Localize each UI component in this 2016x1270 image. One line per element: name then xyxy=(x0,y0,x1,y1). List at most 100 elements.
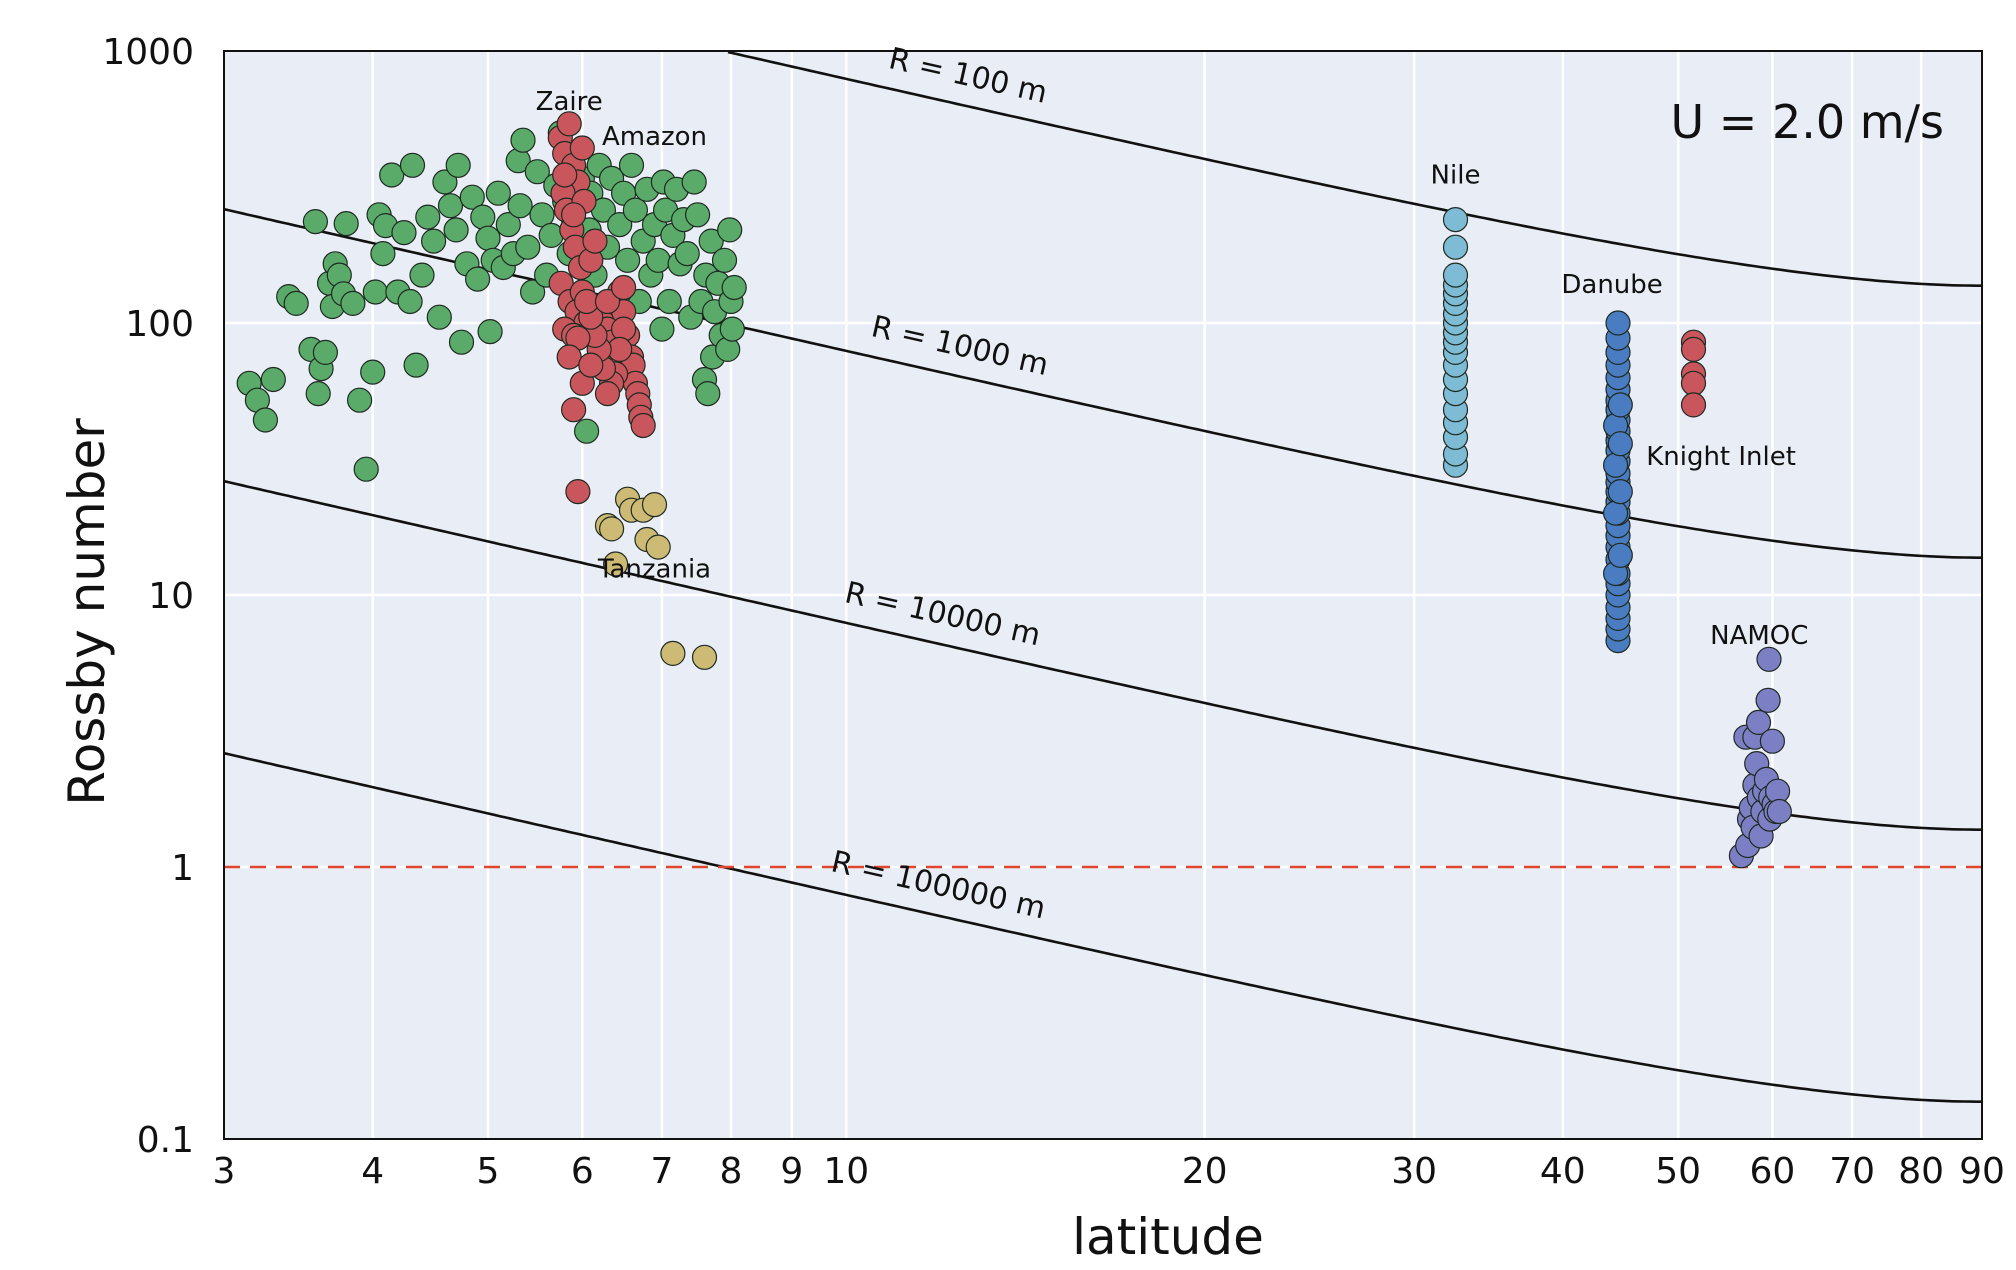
data-point xyxy=(283,290,309,316)
data-point xyxy=(565,479,591,505)
series-knight-inlet xyxy=(1680,329,1707,418)
data-point xyxy=(477,319,503,345)
data-point xyxy=(305,381,331,407)
data-point xyxy=(684,202,711,228)
plot-frame xyxy=(223,50,1983,1140)
series-label: Nile xyxy=(1431,161,1481,191)
y-tick-label: 1000 xyxy=(102,32,194,73)
x-tick-label: 10 xyxy=(823,1151,869,1192)
data-point xyxy=(1602,500,1629,526)
data-point xyxy=(403,352,429,378)
data-point xyxy=(698,228,724,254)
data-point xyxy=(260,366,286,393)
data-point xyxy=(1442,262,1469,288)
data-point xyxy=(552,162,578,188)
data-point xyxy=(353,456,379,482)
data-point xyxy=(630,412,656,439)
data-point xyxy=(465,266,491,292)
data-point xyxy=(370,241,396,267)
data-point xyxy=(1605,310,1631,336)
data-point xyxy=(421,228,447,254)
data-point xyxy=(312,339,338,365)
series-label: Knight Inlet xyxy=(1646,442,1796,472)
x-tick-label: 5 xyxy=(477,1151,500,1192)
data-point xyxy=(719,316,745,342)
series-label: Tanzania xyxy=(597,555,711,585)
data-point xyxy=(674,241,700,267)
data-point xyxy=(1766,798,1792,825)
data-point xyxy=(252,407,278,433)
data-point xyxy=(437,193,464,219)
x-tick-label: 70 xyxy=(1829,1151,1875,1192)
data-point xyxy=(1756,646,1782,672)
data-point xyxy=(645,534,671,560)
data-point xyxy=(524,159,550,185)
data-point xyxy=(1680,370,1707,396)
data-point xyxy=(445,152,471,178)
data-point xyxy=(519,279,546,305)
velocity-annotation: U = 2.0 m/s xyxy=(1670,95,1944,149)
data-point xyxy=(721,274,747,301)
data-point xyxy=(578,352,604,378)
data-point xyxy=(340,290,366,316)
data-point xyxy=(607,212,633,238)
data-point xyxy=(391,220,417,246)
data-point xyxy=(660,640,686,667)
rossby-curve xyxy=(223,751,1982,1103)
data-point xyxy=(645,247,671,273)
data-point xyxy=(1755,687,1781,713)
data-point xyxy=(379,162,405,188)
data-points xyxy=(236,111,1792,869)
data-point xyxy=(448,329,475,355)
x-tick-label: 3 xyxy=(213,1151,236,1192)
x-tick-label: 4 xyxy=(361,1151,384,1192)
data-point xyxy=(691,644,718,670)
data-point xyxy=(432,169,458,195)
data-point xyxy=(515,234,541,260)
data-point xyxy=(1745,709,1772,736)
rossby-curve xyxy=(223,479,1982,831)
group-labels: Amazon Zaire Tanzania Nile Danube Knight Inle… xyxy=(536,87,1809,651)
series-tanzania xyxy=(594,486,718,670)
x-tick-label: 9 xyxy=(780,1151,803,1192)
data-point xyxy=(1607,542,1633,568)
data-point xyxy=(1759,728,1786,754)
data-point xyxy=(475,225,501,251)
data-point xyxy=(333,211,359,237)
data-point xyxy=(459,184,485,210)
data-point xyxy=(1442,207,1469,233)
data-point xyxy=(302,209,328,235)
x-tick-label: 80 xyxy=(1898,1151,1944,1192)
data-point xyxy=(602,551,629,577)
data-point xyxy=(556,111,582,137)
series-namoc xyxy=(1728,646,1792,869)
data-point xyxy=(717,217,743,243)
x-tick-label: 8 xyxy=(720,1151,743,1192)
y-tick-label: 10 xyxy=(148,576,194,617)
x-tick-labels: 3 4 5 6 7 8 9 10 20 30 40 50 60 70 80 90 xyxy=(213,1151,2005,1192)
data-point xyxy=(1607,479,1633,505)
x-tick-label: 40 xyxy=(1540,1151,1586,1192)
series-label: Amazon xyxy=(602,122,707,152)
rossby-curve xyxy=(223,207,1982,559)
data-point xyxy=(618,152,645,178)
y-tick-label: 100 xyxy=(125,304,194,345)
data-point xyxy=(622,197,649,223)
data-point xyxy=(556,344,582,370)
rossby-radius-curves xyxy=(223,50,1982,1103)
data-point xyxy=(569,135,595,161)
data-point xyxy=(510,127,536,153)
data-point xyxy=(495,212,521,238)
data-point xyxy=(362,279,388,305)
data-point xyxy=(573,418,600,444)
data-point xyxy=(1602,452,1629,478)
data-point xyxy=(397,288,423,315)
data-point xyxy=(711,247,738,273)
x-tick-label: 50 xyxy=(1655,1151,1701,1192)
data-point xyxy=(560,202,587,228)
data-point xyxy=(485,180,511,206)
data-point xyxy=(560,397,587,423)
data-point xyxy=(614,247,641,273)
data-point xyxy=(360,359,386,385)
